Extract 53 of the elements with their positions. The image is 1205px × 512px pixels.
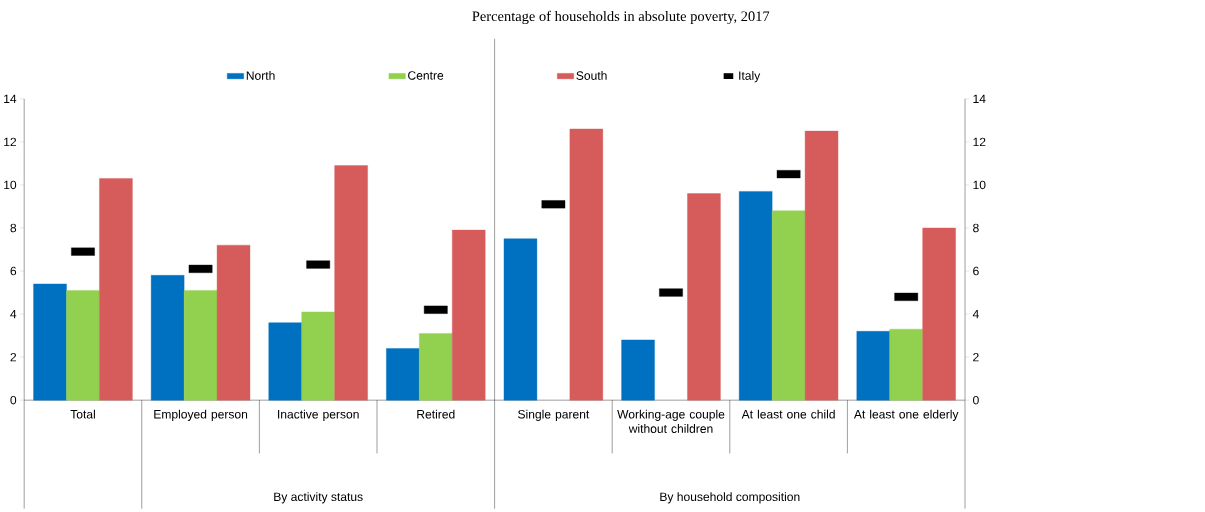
x-tick-label: Retired bbox=[417, 409, 455, 419]
x-tick-label: Working-age couple without children bbox=[617, 409, 725, 434]
text: By household composition bbox=[660, 492, 800, 504]
x-tick-label: Employed person bbox=[154, 409, 248, 422]
y2-tick-label: 6 bbox=[10, 266, 17, 276]
y-tick-label: 8 bbox=[973, 223, 979, 233]
bar bbox=[183, 290, 218, 401]
y2-tick-label: 0 bbox=[10, 396, 17, 405]
bar bbox=[419, 333, 453, 401]
bar bbox=[66, 290, 100, 401]
bar bbox=[150, 275, 185, 401]
y-tick-label: 14 bbox=[973, 94, 986, 104]
y2-tick-label: 10 bbox=[4, 180, 17, 190]
y-tick-label: 12 bbox=[973, 137, 986, 147]
y-tick-label: 2 bbox=[973, 353, 979, 362]
bar bbox=[334, 165, 368, 401]
y2-tick-label: 2 bbox=[10, 353, 17, 362]
y-tick-label: 0 bbox=[973, 396, 979, 405]
bar bbox=[569, 128, 604, 401]
bar bbox=[301, 311, 335, 401]
x-tick-label: At least one child bbox=[741, 409, 835, 419]
bar bbox=[738, 191, 773, 401]
y2-tick-label: 12 bbox=[4, 137, 17, 147]
bar bbox=[99, 178, 133, 401]
legend-label: Italy bbox=[739, 71, 761, 83]
bar bbox=[268, 322, 302, 401]
bar bbox=[856, 331, 890, 401]
bar bbox=[621, 339, 655, 401]
y2-tick-label: 8 bbox=[10, 223, 17, 233]
bar bbox=[503, 238, 538, 401]
x-tick-label: At least one elderly bbox=[853, 409, 959, 422]
bar bbox=[804, 131, 839, 401]
x-tick-label: Single parent bbox=[518, 409, 590, 422]
y2-tick-label: 14 bbox=[4, 94, 17, 104]
bar bbox=[386, 348, 420, 401]
legend-label: North bbox=[246, 71, 275, 81]
bar bbox=[687, 193, 721, 401]
x-tick-label: Total bbox=[70, 409, 95, 419]
legend-label: South bbox=[576, 71, 607, 81]
bar bbox=[889, 329, 923, 401]
y2-tick-label: 4 bbox=[10, 310, 17, 319]
text: By activity status bbox=[274, 492, 363, 504]
y-tick-label: 10 bbox=[973, 180, 986, 190]
y-tick-label: 6 bbox=[973, 266, 979, 276]
bar bbox=[452, 230, 486, 401]
y-tick-label: 4 bbox=[972, 310, 979, 319]
x-tick-label: Inactive person bbox=[278, 409, 359, 422]
legend-label: Centre bbox=[408, 71, 444, 80]
chart-title: Percentage of households in absolute poverty, 2017 bbox=[472, 10, 770, 25]
bar bbox=[33, 283, 67, 401]
bar bbox=[216, 245, 251, 401]
bar bbox=[922, 227, 956, 401]
bar bbox=[771, 210, 806, 401]
